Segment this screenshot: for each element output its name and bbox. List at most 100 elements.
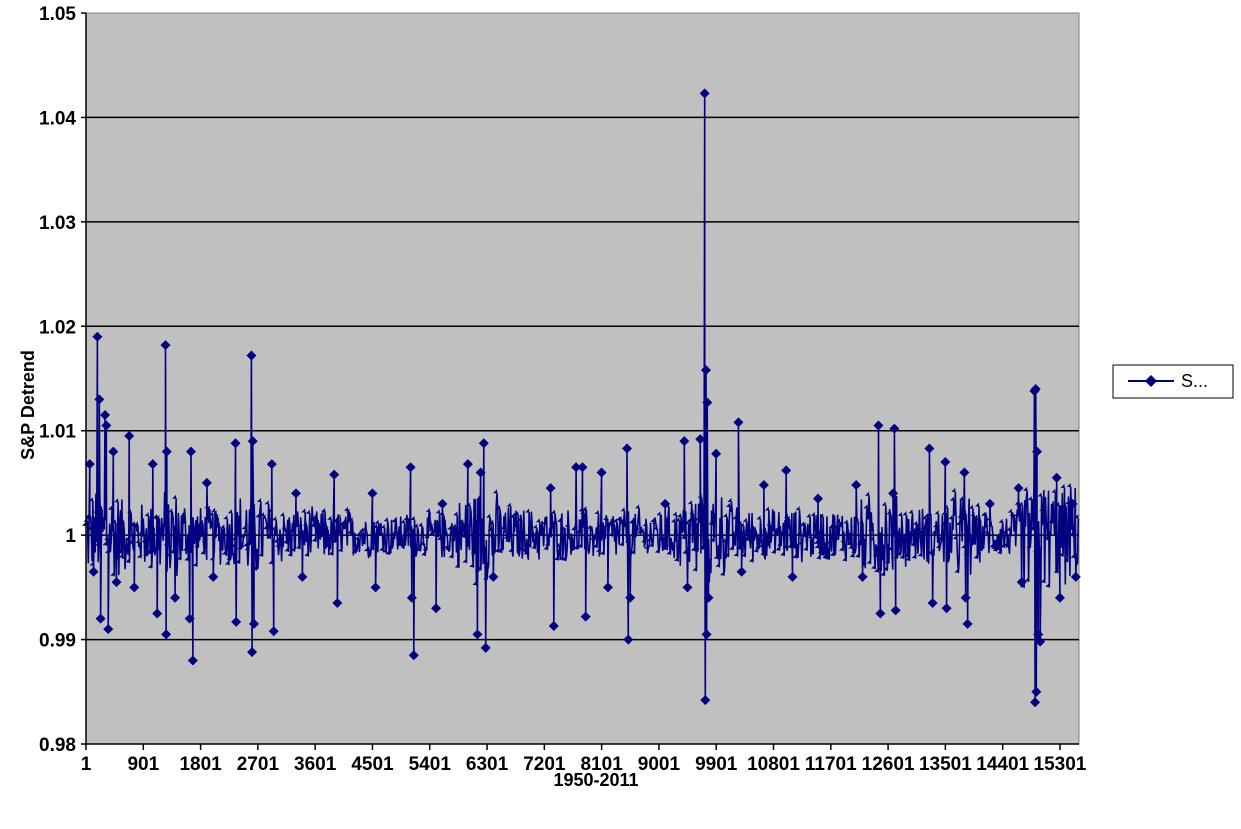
data-point [370, 582, 381, 593]
data-point [781, 465, 792, 476]
data-point [1016, 577, 1027, 588]
data-point [92, 331, 103, 342]
data-point [201, 477, 212, 488]
y-tick-label: 1.02 [39, 317, 76, 338]
data-point [108, 446, 119, 457]
data-point [405, 462, 416, 473]
data-point [699, 88, 710, 99]
x-tick-label: 9001 [638, 754, 681, 775]
data-point [94, 394, 105, 405]
data-point [248, 618, 259, 629]
data-point [291, 488, 302, 499]
data-point [700, 365, 711, 376]
x-tick-label: 11701 [805, 754, 857, 775]
y-tick-label: 1.03 [39, 213, 76, 234]
x-tick-label: 6301 [466, 754, 509, 775]
data-point [472, 629, 483, 640]
data-point [475, 467, 486, 478]
x-tick-label: 1801 [179, 754, 222, 775]
data-point [184, 613, 195, 624]
data-point [462, 459, 473, 470]
data-point [927, 598, 938, 609]
data-point [702, 397, 713, 408]
data-point [170, 592, 181, 603]
data-point [124, 430, 135, 441]
data-point [246, 350, 257, 361]
y-tick-label: 0.99 [39, 631, 76, 652]
x-tick-label: 5401 [409, 754, 452, 775]
data-point [924, 443, 935, 454]
data-point [268, 626, 279, 637]
data-point [1070, 571, 1081, 582]
data-point [984, 498, 995, 509]
data-point [711, 448, 722, 459]
data-point [488, 571, 499, 582]
plot-area [85, 12, 1080, 745]
data-point [1013, 483, 1024, 494]
data-point [596, 467, 607, 478]
data-point [701, 629, 712, 640]
data-point [231, 616, 242, 627]
x-tick-label: 14401 [976, 754, 1029, 775]
data-point [682, 582, 693, 593]
data-point [1035, 636, 1046, 647]
data-point [888, 488, 899, 499]
data-point [101, 420, 112, 431]
data-point [962, 618, 973, 629]
data-point [297, 571, 308, 582]
data-point [622, 443, 633, 454]
data-point [959, 467, 970, 478]
data-point [406, 592, 417, 603]
x-tick-label: 8101 [580, 754, 623, 775]
data-point [230, 438, 241, 449]
data-point [695, 434, 706, 445]
data-point [733, 417, 744, 428]
data-point [480, 642, 491, 653]
data-point [95, 613, 106, 624]
data-point [208, 571, 219, 582]
x-tick-label: 2701 [237, 754, 280, 775]
y-axis-label: S&P Detrend [18, 350, 38, 460]
data-point [478, 438, 489, 449]
data-point [431, 603, 442, 614]
x-tick-label: 7201 [523, 754, 566, 775]
data-point [437, 498, 448, 509]
data-point [625, 592, 636, 603]
x-axis-label: 1950-2011 [553, 770, 638, 790]
y-tick-label: 1.04 [39, 108, 76, 129]
data-point [580, 611, 591, 622]
data-point [545, 483, 556, 494]
data-point [787, 571, 798, 582]
data-point [548, 620, 559, 631]
x-tick-label: 10801 [747, 754, 800, 775]
data-point [813, 493, 824, 504]
data-point [129, 582, 140, 593]
axes [81, 12, 1079, 750]
data-point [329, 469, 340, 480]
y-tick-label: 0.98 [39, 735, 76, 756]
x-tick-label: 13501 [919, 754, 972, 775]
data-point [185, 446, 196, 457]
data-point [1031, 686, 1042, 697]
x-tick-label: 4501 [351, 754, 394, 775]
data-point [660, 498, 671, 509]
data-point [1051, 472, 1062, 483]
data-point [851, 480, 862, 491]
data-point [679, 436, 690, 447]
data-point [100, 410, 111, 421]
data-point [160, 340, 171, 351]
data-point [941, 603, 952, 614]
data-point [1067, 498, 1078, 509]
data-point [889, 423, 900, 434]
series-markers [82, 88, 1081, 708]
x-tick-label: 3601 [294, 754, 337, 775]
y-tick-label: 1 [65, 526, 76, 547]
data-point [247, 436, 258, 447]
data-point [408, 650, 419, 661]
data-point [940, 457, 951, 468]
data-point [187, 655, 198, 666]
x-tick-label: 9901 [695, 754, 738, 775]
data-point [890, 605, 901, 616]
data-point [736, 566, 747, 577]
data-point [84, 459, 95, 470]
